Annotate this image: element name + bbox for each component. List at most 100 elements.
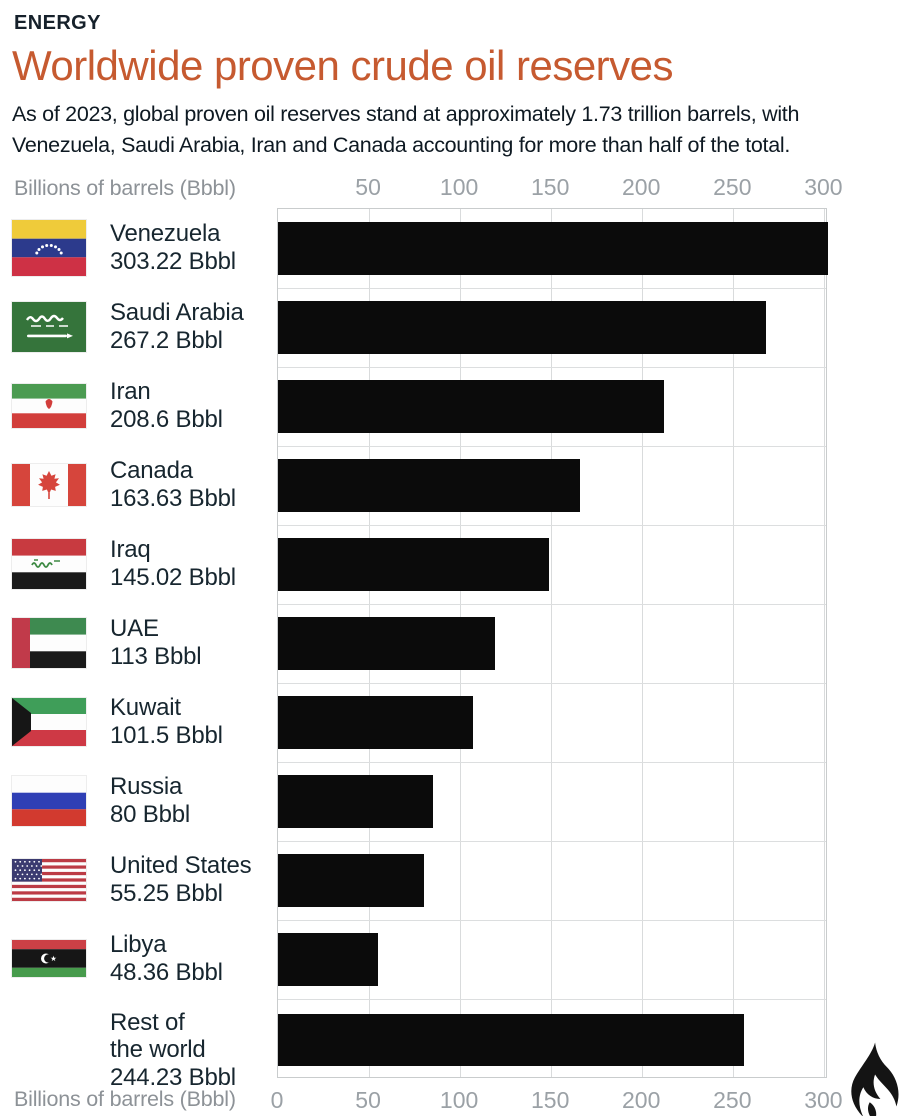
country-label: Kuwait 101.5 Bbbl [110,694,223,749]
bar-iraq [278,538,550,591]
country-label: Saudi Arabia 267.2 Bbbl [110,299,244,354]
row-separator [278,762,826,763]
axis-tick-200: 200 [622,1087,661,1113]
row-separator [278,604,826,605]
country-value: 267.2 Bbbl [110,326,223,354]
country-value: 303.22 Bbbl [110,247,236,275]
chart-row-united-states: United States 55.25 Bbbl [0,840,277,919]
country-value: 101.5 Bbbl [110,721,223,749]
country-name: UAE [110,615,159,642]
russia-flag [12,775,86,826]
country-name: Kuwait [110,694,181,721]
bar-russia [278,775,433,828]
chart-row-kuwait: Kuwait 101.5 Bbbl [0,682,277,761]
iraq-flag [12,538,86,589]
al-jazeera-logo [851,1042,899,1116]
country-name: United States [110,852,252,879]
axis-tick-300: 300 [804,1087,843,1113]
chart-row-canada: Canada 163.63 Bbbl [0,445,277,524]
country-label: Libya 48.36 Bbbl [110,931,223,986]
bar-iran [278,380,665,433]
row-separator [278,841,826,842]
country-value: 48.36 Bbbl [110,958,223,986]
gridline-150 [551,209,553,1077]
country-label: Venezuela 303.22 Bbbl [110,220,236,275]
axis-tick-50: 50 [355,1087,381,1113]
country-name: Russia [110,773,183,800]
chart-row-russia: Russia 80 Bbbl [0,761,277,840]
bar-saudi-arabia [278,301,767,354]
row-separator [278,999,826,1000]
axis-tick-0: 0 [270,1087,284,1113]
row-separator [278,683,826,684]
country-label: Canada 163.63 Bbbl [110,457,236,512]
libya-flag [12,940,86,977]
axis-tick-250: 250 [713,174,752,200]
country-label: Rest of the world 244.23 Bbbl [110,1009,236,1092]
country-name: Iraq [110,536,151,563]
country-value: 113 Bbbl [110,642,202,670]
gridline-300 [824,209,826,1077]
uae-flag [12,617,86,668]
country-label: UAE 113 Bbbl [110,615,202,670]
country-name: Saudi Arabia [110,299,244,326]
country-value: 80 Bbbl [110,800,190,828]
row-separator [278,288,826,289]
country-label: Iran 208.6 Bbbl [110,378,223,433]
country-name: the world [110,1036,206,1064]
axis-tick-150: 150 [531,1087,570,1113]
chart-row-saudi-arabia: Saudi Arabia 267.2 Bbbl [0,287,277,366]
bar-rest-of-the-world [278,1014,745,1066]
row-separator [278,920,826,921]
gridline-250 [733,209,735,1077]
page-title: Worldwide proven crude oil reserves [12,42,674,89]
chart-row-iraq: Iraq 145.02 Bbbl [0,524,277,603]
kicker: ENERGY [14,12,101,34]
canada-flag [12,463,86,506]
chart-row-libya: Libya 48.36 Bbbl [0,919,277,998]
row-separator [278,525,826,526]
country-value: 55.25 Bbbl [110,879,223,907]
country-label: United States 55.25 Bbbl [110,852,252,907]
axis-tick-100: 100 [439,1087,479,1113]
row-separator [278,446,826,447]
axis-caption-top: Billions of barrels (Bbbl) [14,176,236,200]
country-value: 208.6 Bbbl [110,405,223,433]
bar-libya [278,933,379,986]
country-name: Libya [110,931,167,958]
bar-uae [278,617,495,670]
axis-tick-50: 50 [355,174,381,200]
subtitle: As of 2023, global proven oil reserves s… [12,99,799,161]
kuwait-flag [12,697,86,746]
bar-venezuela [278,222,828,275]
iran-flag [12,383,86,428]
country-label: Iraq 145.02 Bbbl [110,536,236,591]
country-value: 163.63 Bbbl [110,484,236,512]
chart-plot-area [277,208,828,1078]
chart-row-iran: Iran 208.6 Bbbl [0,366,277,445]
country-value: 145.02 Bbbl [110,563,236,591]
chart-row-venezuela: Venezuela 303.22 Bbbl [0,208,277,287]
gridline-200 [642,209,644,1077]
country-value: 244.23 Bbbl [110,1063,236,1091]
bar-canada [278,459,581,512]
bar-kuwait [278,696,473,749]
subtitle-line-2: Venezuela, Saudi Arabia, Iran and Canada… [12,133,791,157]
chart-row-uae: UAE 113 Bbbl [0,603,277,682]
axis-tick-100: 100 [439,174,479,200]
axis-caption-bottom: Billions of barrels (Bbbl) [14,1087,236,1111]
axis-tick-250: 250 [713,1087,752,1113]
united-states-flag [12,858,86,901]
country-name: Rest of [110,1008,185,1036]
country-name: Iran [110,378,151,405]
saudi-arabia-flag [12,301,86,352]
chart-row-rest-of-the-world: Rest of the world 244.23 Bbbl [0,998,277,1091]
axis-tick-150: 150 [531,174,570,200]
country-label: Russia 80 Bbbl [110,773,190,828]
venezuela-flag [12,219,86,276]
subtitle-line-1: As of 2023, global proven oil reserves s… [12,102,800,126]
axis-tick-300: 300 [804,174,843,200]
country-name: Canada [110,457,193,484]
row-separator [278,367,826,368]
